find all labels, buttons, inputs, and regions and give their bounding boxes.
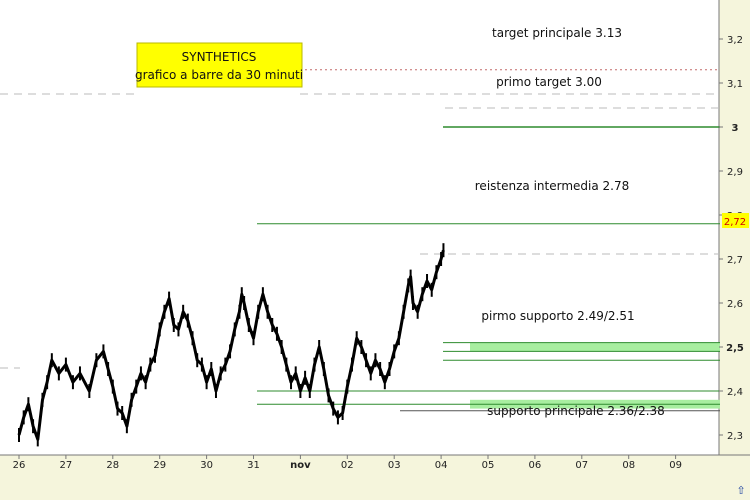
x-tick-label: 29: [153, 460, 166, 471]
x-tick-label: 27: [60, 460, 73, 471]
x-tick-label: nov: [290, 460, 311, 471]
y-tick-label: 2,9: [727, 167, 743, 178]
x-tick-label: 31: [247, 460, 260, 471]
x-tick-label: 04: [435, 460, 448, 471]
x-tick-label: 30: [200, 460, 213, 471]
x-axis-panel: [0, 455, 750, 500]
x-tick-label: 28: [106, 460, 119, 471]
y-tick-label: 3: [732, 123, 739, 134]
level-label: primo target 3.00: [496, 75, 602, 89]
x-tick-label: 09: [669, 460, 682, 471]
level-label: pirmo supporto 2.49/2.51: [481, 309, 634, 323]
x-tick-label: 08: [622, 460, 635, 471]
support-zone: [470, 342, 720, 352]
y-tick-label: 3,1: [727, 79, 743, 90]
chart-subtitle: grafico a barre da 30 minuti: [135, 68, 303, 82]
y-axis-panel: [719, 0, 750, 500]
x-tick-label: 02: [341, 460, 354, 471]
x-tick-label: 03: [388, 460, 401, 471]
chart-title: SYNTHETICS: [182, 50, 257, 64]
level-label: supporto principale 2.36/2.38: [487, 404, 665, 418]
level-label: target principale 3.13: [492, 26, 622, 40]
y-tick-label: 2,3: [727, 431, 743, 442]
title-box: SYNTHETICS grafico a barre da 30 minuti: [135, 42, 303, 88]
scroll-arrow-icon[interactable]: ⇧: [736, 484, 745, 497]
y-tick-label: 2,4: [727, 387, 743, 398]
last-price-marker: 2,72: [722, 213, 749, 228]
y-tick-label: 2,5: [726, 343, 744, 354]
x-tick-label: 07: [575, 460, 588, 471]
y-tick-label: 3,2: [727, 35, 743, 46]
price-layer: [17, 243, 445, 447]
last-price-label: 2,72: [724, 217, 746, 228]
reference-dashes: [0, 93, 720, 369]
x-ticks: 26 27 28 29 30 31 nov 02 03 04 05 06 07 08 09: [13, 455, 682, 471]
y-tick-label: 2,7: [727, 255, 743, 266]
price-series-line: [17, 249, 445, 441]
x-tick-label: 26: [13, 460, 26, 471]
x-tick-label: 05: [482, 460, 495, 471]
levels-layer: target principale 3.13 primo target 3.00 r…: [255, 26, 720, 418]
y-tick-label: 2,6: [727, 299, 743, 310]
level-label: reistenza intermedia 2.78: [475, 179, 629, 193]
x-tick-label: 06: [529, 460, 542, 471]
